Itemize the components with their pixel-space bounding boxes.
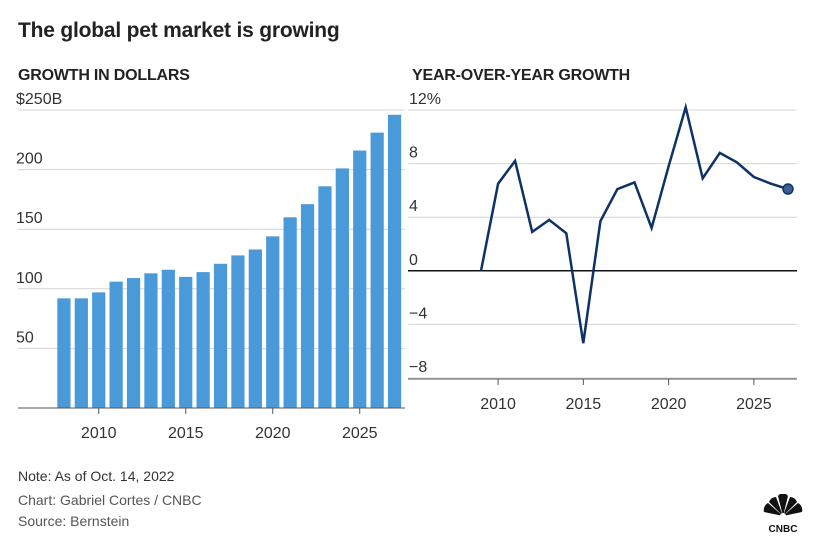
bar-2019 [248,249,262,408]
bar-ytick-label: 50 [16,329,34,346]
bar-2009 [74,298,88,408]
line-ytick-label: 4 [409,198,418,215]
bar-xtick-label: 2010 [81,425,117,442]
bar-2027 [387,114,402,408]
bar-2012 [126,278,141,408]
bar-chart: 50 100 150 200 $250B 2010 2015 2020 2025 [16,91,405,442]
line-ytick-label: 0 [409,252,418,269]
bar-2008 [57,298,71,408]
bar-ytick-label: 150 [16,210,43,227]
bar-2015 [179,276,193,408]
bar-2021 [283,217,297,408]
line-xtick-label: 2015 [566,396,602,413]
logo-text: CNBC [769,524,798,534]
cnbc-peacock-logo-icon: CNBC [763,494,803,534]
footer-note: Note: As of Oct. 14, 2022 [18,468,175,484]
line-ytick-label: 8 [409,145,418,162]
line-xtick-label: 2025 [736,396,772,413]
bar-xtick-label: 2020 [255,425,291,442]
line-ytick-label: 12% [409,91,441,108]
bar-2025 [353,150,367,408]
growth-end-marker [782,183,794,195]
bar-xtick-label: 2025 [342,425,378,442]
line-ytick-label: −8 [409,359,427,376]
bar-ytick-label: 200 [16,151,43,168]
bar-2016 [196,272,210,408]
left-chart-title: GROWTH IN DOLLARS [18,67,190,84]
bar-2026 [370,132,384,408]
bar-2018 [231,255,245,408]
bar-ytick-label: 100 [16,270,43,287]
bar-2022 [300,204,315,408]
bar-2017 [213,263,228,408]
bar-2010 [92,292,106,408]
bar-2011 [109,281,123,408]
growth-line [479,102,789,344]
bar-ytick-label: $250B [16,91,62,108]
bar-2014 [161,269,175,408]
line-ytick-label: −4 [409,305,427,322]
chart-title: The global pet market is growing [18,19,340,42]
bar-2024 [335,168,349,408]
line-xtick-label: 2010 [480,396,516,413]
bar-2013 [144,273,158,408]
line-xtick-label: 2020 [651,396,687,413]
line-chart: −8 −4 0 4 8 12% 2010 2015 2020 2025 [408,91,797,413]
bar-2020 [266,236,280,408]
right-chart-title: YEAR-OVER-YEAR GROWTH [412,67,631,84]
bar-2023 [318,186,332,408]
footer-credit: Chart: Gabriel Cortes / CNBC [18,492,202,508]
bar-xtick-label: 2015 [168,425,204,442]
footer-source: Source: Bernstein [18,513,130,529]
